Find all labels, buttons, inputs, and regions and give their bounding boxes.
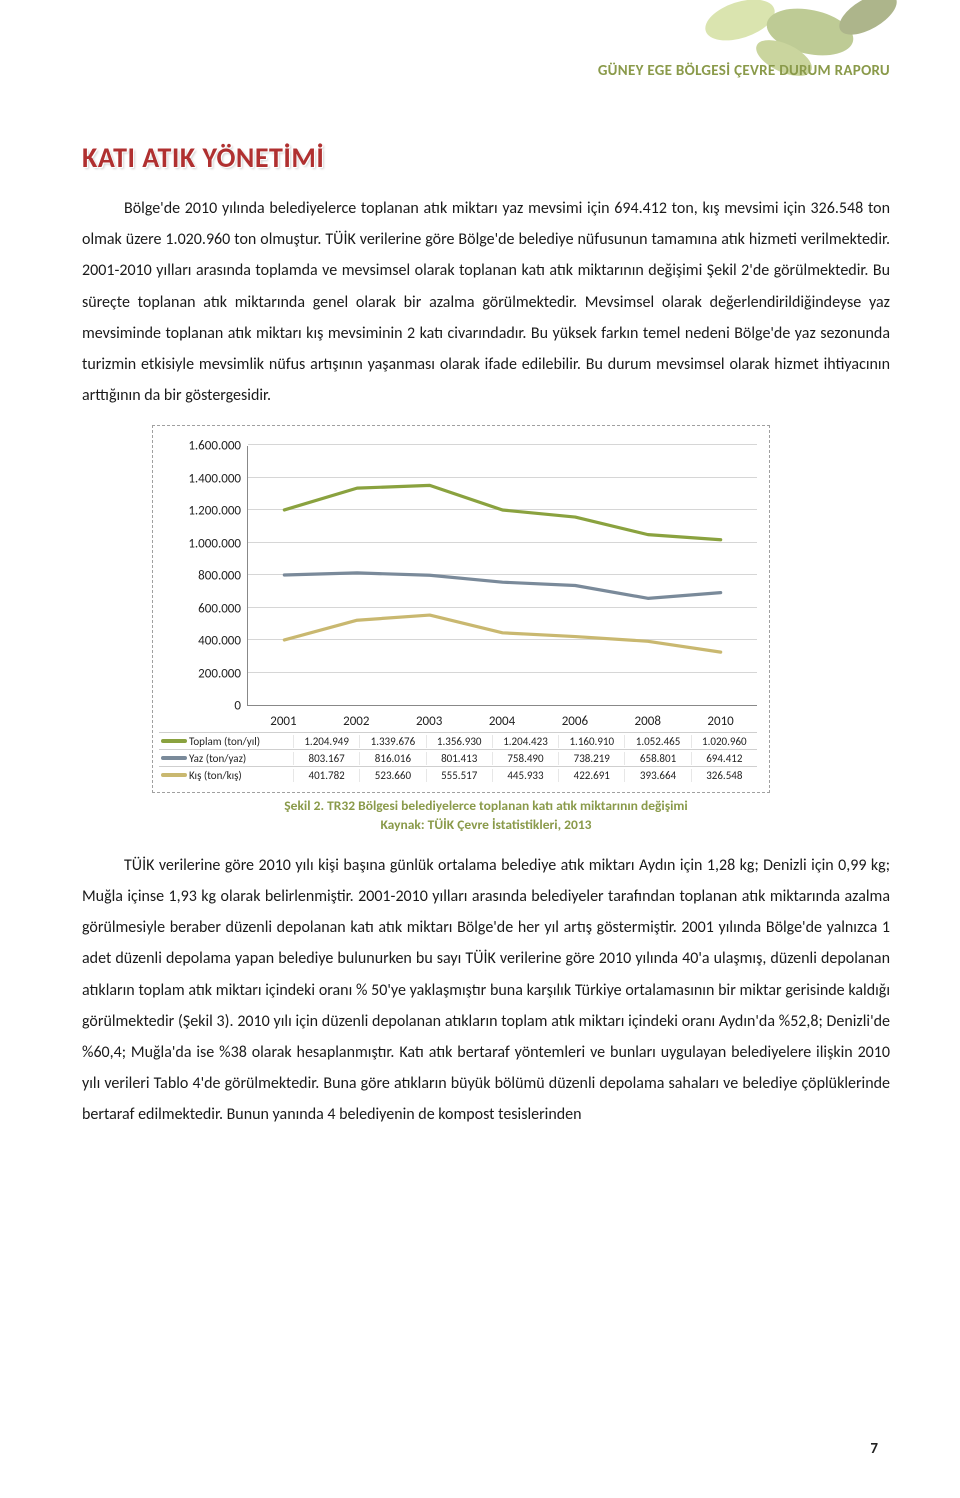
legend-row: Yaz (ton/yaz) 803.167816.016801.413758.49… [159,749,757,766]
legend-swatch [161,739,187,743]
chart-caption: Şekil 2. TR32 Bölgesi belediyelerce topl… [82,797,890,833]
legend-value: 326.548 [691,769,757,782]
legend-value: 801.413 [426,752,492,765]
x-tick-label: 2004 [466,712,539,731]
chart-lines [248,446,757,705]
legend-value: 1.160.910 [558,735,624,748]
legend-value: 555.517 [426,769,492,782]
legend-swatch [161,773,187,777]
y-tick-label: 600.000 [198,601,241,616]
legend-value: 1.204.423 [492,735,558,748]
legend-value: 803.167 [293,752,359,765]
y-tick-label: 800.000 [198,569,241,584]
section-title: KATI ATIK YÖNETİMİ [82,140,890,175]
legend-value: 1.356.930 [426,735,492,748]
y-tick-label: 1.200.000 [188,504,241,519]
paragraph-2: TÜİK verilerine göre 2010 yılı kişi başı… [82,850,890,1131]
legend-swatch [161,756,187,760]
x-tick-label: 2008 [611,712,684,731]
page-number: 7 [870,1440,878,1458]
legend-value: 445.933 [492,769,558,782]
y-tick-label: 1.000.000 [188,536,241,551]
legend-value: 738.219 [558,752,624,765]
y-tick-label: 1.600.000 [188,439,241,454]
legend-value: 422.691 [558,769,624,782]
x-tick-label: 2010 [684,712,757,731]
chart-x-axis: 2001200220032004200620082010 [247,712,757,731]
chart-legend-table: Toplam (ton/yıl) 1.204.9491.339.6761.356.… [159,732,757,783]
y-tick-label: 200.000 [198,666,241,681]
legend-value: 523.660 [359,769,425,782]
legend-series-name: Yaz (ton/yaz) [189,752,246,765]
x-tick-label: 2002 [320,712,393,731]
legend-series-name: Kış (ton/kış) [189,769,242,782]
chart-container: 0 200.000 400.000 600.000 800.000 1.000.000 1.… [152,425,770,793]
legend-value: 694.412 [691,752,757,765]
legend-value: 816.016 [359,752,425,765]
legend-value: 758.490 [492,752,558,765]
x-tick-label: 2003 [393,712,466,731]
legend-series-name: Toplam (ton/yıl) [189,735,260,748]
legend-value: 1.020.960 [691,735,757,748]
series-line [284,573,720,598]
legend-value: 1.339.676 [359,735,425,748]
legend-row: Toplam (ton/yıl) 1.204.9491.339.6761.356.… [159,732,757,749]
y-tick-label: 0 [234,699,241,714]
legend-value: 1.204.949 [293,735,359,748]
paragraph-1: Bölge'de 2010 yılında belediyelerce topl… [82,193,890,411]
y-tick-label: 1.400.000 [188,471,241,486]
legend-value: 658.801 [624,752,690,765]
x-tick-label: 2006 [538,712,611,731]
caption-line-2: Kaynak: TÜİK Çevre İstatistikleri, 2013 [82,816,890,834]
legend-value: 1.052.465 [624,735,690,748]
y-tick-label: 400.000 [198,634,241,649]
chart-plot-area [247,446,757,706]
series-line [284,615,720,652]
legend-value: 393.664 [624,769,690,782]
report-header-title: GÜNEY EGE BÖLGESİ ÇEVRE DURUM RAPORU [598,62,890,80]
x-tick-label: 2001 [247,712,320,731]
legend-value: 401.782 [293,769,359,782]
caption-line-1: Şekil 2. TR32 Bölgesi belediyelerce topl… [82,797,890,815]
series-line [284,486,720,540]
legend-row: Kış (ton/kış) 401.782523.660555.517445.93… [159,766,757,783]
